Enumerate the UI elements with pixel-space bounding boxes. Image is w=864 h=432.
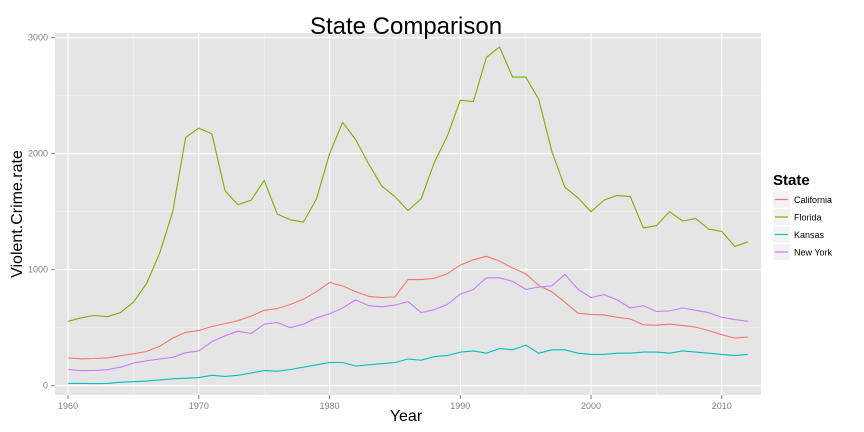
x-tick-label: 2010 xyxy=(712,401,732,411)
legend-label: Kansas xyxy=(794,230,825,240)
legend-item-california: California xyxy=(772,190,832,209)
legend-label: California xyxy=(794,195,832,205)
x-tick-label: 1970 xyxy=(189,401,209,411)
legend-item-kansas: Kansas xyxy=(772,225,825,244)
y-tick-label: 2000 xyxy=(28,149,48,159)
legend-item-florida: Florida xyxy=(772,208,822,226)
y-axis-title: Violent.Crime.rate xyxy=(9,150,26,278)
y-tick-label: 3000 xyxy=(28,33,48,43)
plot-background xyxy=(55,33,761,395)
y-tick-label: 0 xyxy=(43,381,48,391)
series-line-california xyxy=(68,255,748,360)
legend-item-new-york: New York xyxy=(772,243,833,261)
y-axis: 0 1000 2000 3000 xyxy=(28,33,55,391)
legend-items: California Florida Kansas New York xyxy=(772,190,833,261)
series-line-kansas xyxy=(68,344,748,385)
y-tick-label: 1000 xyxy=(28,265,48,275)
series-lines xyxy=(67,46,749,385)
x-axis: 1960 1970 1980 1990 2000 2010 xyxy=(58,395,732,411)
legend-label: New York xyxy=(794,248,833,258)
x-tick-label: 2000 xyxy=(581,401,601,411)
x-axis-title: Year xyxy=(390,408,423,425)
series-line-new-york xyxy=(68,273,748,372)
legend-title: State xyxy=(773,172,810,189)
legend-label: Florida xyxy=(794,213,822,223)
x-tick-label: 1990 xyxy=(450,401,470,411)
x-tick-label: 1960 xyxy=(58,401,78,411)
x-tick-label: 1980 xyxy=(320,401,340,411)
legend: State California Florida Kansas New York xyxy=(772,172,833,261)
series-line-florida xyxy=(67,46,749,322)
chart-title: State Comparison xyxy=(310,13,502,40)
